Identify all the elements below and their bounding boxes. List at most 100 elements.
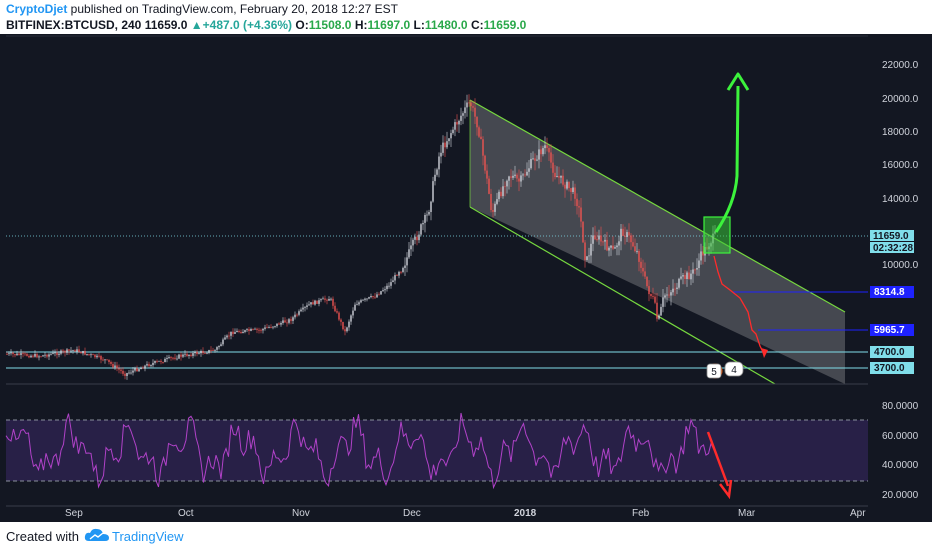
candle-body	[584, 242, 586, 260]
bearish-projection-path	[713, 255, 765, 355]
bearish-projection-arrowhead	[761, 348, 768, 358]
candle-body	[280, 323, 282, 325]
candle-body	[598, 235, 600, 240]
candle-body	[238, 330, 240, 332]
open-value: 11508.0	[308, 18, 352, 32]
last-price: 11659.0	[144, 18, 188, 32]
candle-body	[622, 228, 624, 236]
rsi-pane[interactable]	[5, 412, 868, 500]
breakout-highlight-box[interactable]	[703, 216, 731, 254]
candle-body	[462, 113, 464, 116]
candle-body	[200, 351, 202, 354]
candle-body	[354, 304, 356, 311]
candle-body	[78, 349, 80, 352]
candle-body	[632, 242, 634, 247]
countdown-label: 02:32:28	[873, 243, 913, 254]
candle-body	[608, 247, 610, 251]
candle-body	[660, 306, 662, 316]
candle-body	[40, 356, 42, 358]
candle-body	[198, 353, 200, 355]
candle-body	[10, 352, 12, 354]
candle-body	[576, 198, 578, 207]
price-axis[interactable]: 22000.0 20000.0 18000.0 16000.0 14000.0 …	[870, 60, 919, 374]
candle-body	[108, 359, 110, 362]
high-label: H:	[354, 18, 368, 32]
candle-body	[582, 221, 584, 243]
candle-body	[688, 272, 690, 280]
candle-body	[28, 355, 30, 358]
open-label: O:	[295, 18, 309, 32]
candle-body	[586, 256, 588, 260]
candle-body	[104, 359, 106, 361]
candle-body	[564, 184, 566, 189]
candle-body	[666, 294, 668, 296]
price-axis-panel[interactable]	[868, 34, 932, 522]
candle-body	[396, 275, 398, 276]
author-link[interactable]: CryptoDjet	[6, 2, 68, 16]
main-price-pane[interactable]: 5 4	[6, 35, 868, 385]
candle-body	[32, 355, 34, 357]
candle-body	[674, 288, 676, 290]
candle-body	[110, 362, 112, 364]
chart-canvas[interactable]: 5 4 22000.0 20000.0 18000.0 16000.0 1400…	[0, 34, 932, 522]
price-tick: 10000.0	[882, 260, 919, 271]
up-triangle-icon: ▲	[190, 18, 203, 32]
candle-body	[620, 228, 622, 242]
candle-body	[546, 145, 548, 148]
candle-body	[252, 329, 254, 330]
events-badge-4[interactable]	[724, 361, 744, 377]
candle-body	[650, 294, 652, 297]
time-tick: Dec	[403, 508, 421, 519]
channel-upper-line[interactable]	[469, 99, 846, 313]
event-markers[interactable]: 5 4	[706, 361, 744, 379]
rsi-axis[interactable]: 80.0000 60.0000 40.0000 20.0000	[882, 401, 919, 501]
symbol-label[interactable]: BITFINEX:BTCUSD, 240	[6, 18, 142, 32]
candle-body	[364, 298, 366, 300]
candle-body	[270, 327, 272, 328]
candle-body	[136, 368, 138, 372]
candle-body	[112, 364, 114, 368]
candle-body	[164, 358, 166, 363]
time-axis[interactable]: Sep Oct Nov Dec 2018 Feb Mar Apr	[6, 505, 868, 519]
tradingview-cloud-icon[interactable]	[84, 527, 110, 543]
candle-body	[412, 239, 414, 246]
candle-body	[218, 346, 220, 348]
candle-body	[332, 298, 334, 306]
candle-body	[554, 172, 556, 178]
candle-body	[174, 357, 176, 359]
candle-body	[316, 300, 318, 304]
candle-body	[306, 305, 308, 307]
tradingview-link[interactable]: TradingView	[112, 529, 184, 544]
candle-body	[60, 350, 62, 354]
candle-body	[492, 210, 494, 212]
candle-body	[450, 133, 452, 139]
candle-body	[504, 186, 506, 188]
candle-body	[196, 351, 198, 354]
candle-body	[676, 287, 678, 289]
candle-body	[88, 354, 90, 355]
candle-body	[648, 286, 650, 295]
candle-body	[132, 370, 134, 373]
rsi-line[interactable]	[5, 412, 714, 490]
candle-body	[34, 354, 36, 357]
channel-lower-line[interactable]	[469, 206, 776, 385]
candle-body	[678, 278, 680, 288]
candle-body	[128, 372, 130, 374]
candle-body	[442, 142, 444, 153]
support-label-3700: 3700.0	[874, 363, 905, 374]
candle-body	[398, 271, 400, 276]
candle-body	[212, 350, 214, 351]
candle-body	[512, 175, 514, 178]
candle-body	[414, 236, 416, 240]
support-tag-4700	[870, 346, 914, 358]
candle-body	[566, 181, 568, 189]
candle-body	[394, 275, 396, 281]
events-badge-5[interactable]	[706, 363, 722, 379]
candle-body	[120, 369, 122, 371]
candle-body	[178, 354, 180, 359]
candle-body	[490, 193, 492, 210]
candle-body	[610, 245, 612, 248]
candle-body	[150, 365, 152, 367]
candle-body	[262, 328, 264, 331]
candle-body	[446, 141, 448, 148]
